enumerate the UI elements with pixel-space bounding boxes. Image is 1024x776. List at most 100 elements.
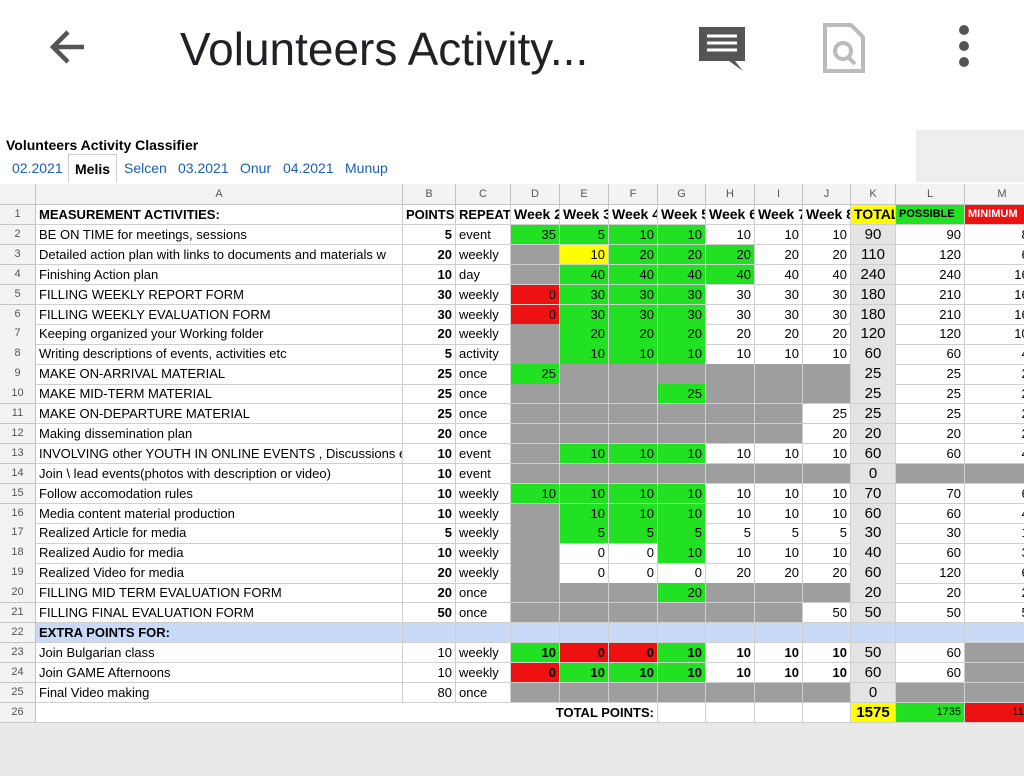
cell[interactable]: 5 xyxy=(609,523,658,544)
empty-cell[interactable] xyxy=(965,463,1024,485)
cell[interactable]: once xyxy=(456,364,511,385)
cell[interactable]: 10 xyxy=(803,662,851,684)
cell[interactable]: 10 xyxy=(803,543,851,564)
cell[interactable]: 20 xyxy=(965,583,1024,604)
cell[interactable]: weekly xyxy=(456,503,511,524)
empty-cell[interactable] xyxy=(511,404,560,425)
cell[interactable]: 5 xyxy=(560,523,609,544)
empty-cell[interactable] xyxy=(755,682,803,703)
cell[interactable]: Detailed action plan with links to docum… xyxy=(36,244,403,266)
empty-cell[interactable] xyxy=(658,603,706,624)
empty-cell[interactable] xyxy=(965,622,1024,644)
empty-cell[interactable] xyxy=(706,702,755,723)
empty-cell[interactable] xyxy=(609,404,658,425)
empty-cell[interactable] xyxy=(560,423,609,445)
cell[interactable]: 20 xyxy=(658,244,706,266)
cell[interactable]: 10 xyxy=(609,503,658,524)
cell[interactable]: MEASUREMENT ACTIVITIES: xyxy=(36,205,403,226)
cell[interactable]: 10 xyxy=(706,642,755,664)
cell[interactable]: 10 xyxy=(706,483,755,504)
cell[interactable]: 10 xyxy=(755,642,803,664)
cell[interactable]: 10 xyxy=(403,483,456,504)
cell[interactable]: 30 xyxy=(560,304,609,325)
cell[interactable]: FILLING WEEKLY EVALUATION FORM xyxy=(36,304,403,325)
cell[interactable]: 50 xyxy=(896,603,965,624)
cell[interactable]: 20 xyxy=(803,423,851,445)
cell[interactable]: 20 xyxy=(755,563,803,584)
cell[interactable]: 120 xyxy=(896,244,965,266)
empty-cell[interactable] xyxy=(609,682,658,703)
cell[interactable]: 10 xyxy=(560,244,609,266)
cell[interactable]: 25 xyxy=(965,364,1024,385)
cell[interactable]: 60 xyxy=(896,662,965,684)
empty-cell[interactable] xyxy=(896,463,965,485)
empty-cell[interactable] xyxy=(511,324,560,345)
cell[interactable]: 30 xyxy=(403,284,456,305)
cell[interactable]: 25 xyxy=(965,384,1024,405)
cell[interactable]: 20 xyxy=(706,324,755,345)
empty-cell[interactable] xyxy=(560,364,609,385)
cell[interactable]: 5 xyxy=(403,523,456,544)
cell[interactable]: 10 xyxy=(658,443,706,465)
empty-cell[interactable] xyxy=(965,682,1024,703)
cell[interactable]: 10 xyxy=(609,443,658,465)
cell[interactable]: FILLING MID TERM EVALUATION FORM xyxy=(36,583,403,604)
empty-cell[interactable] xyxy=(755,583,803,604)
cell[interactable]: 30 xyxy=(755,284,803,305)
cell[interactable]: 60 xyxy=(896,543,965,564)
empty-cell[interactable] xyxy=(560,622,609,644)
cell[interactable]: 10 xyxy=(658,344,706,365)
cell[interactable]: 10 xyxy=(560,503,609,524)
cell[interactable]: 10 xyxy=(803,483,851,504)
cell[interactable]: 50 xyxy=(403,603,456,624)
cell[interactable]: 10 xyxy=(803,503,851,524)
empty-cell[interactable] xyxy=(511,344,560,365)
cell[interactable]: 5 xyxy=(403,344,456,365)
cell[interactable]: MAKE ON-DEPARTURE MATERIAL xyxy=(36,404,403,425)
sheet-tab[interactable]: Melis xyxy=(68,154,118,182)
sheet-tab[interactable]: Selcen xyxy=(124,160,167,176)
cell[interactable]: 10 xyxy=(403,662,456,684)
cell[interactable]: 40 xyxy=(560,264,609,286)
cell[interactable]: Media content material production xyxy=(36,503,403,524)
empty-cell[interactable] xyxy=(755,463,803,485)
cell[interactable]: Week 7 xyxy=(755,205,803,226)
cell[interactable]: 40 xyxy=(965,344,1024,365)
cell[interactable]: 20 xyxy=(965,424,1024,445)
cell[interactable]: 10 xyxy=(803,224,851,246)
cell[interactable]: 30 xyxy=(706,284,755,305)
sheet-tab[interactable]: 03.2021 xyxy=(178,160,229,176)
empty-cell[interactable] xyxy=(560,463,609,485)
cell[interactable]: 30 xyxy=(609,304,658,325)
cell[interactable]: 20 xyxy=(896,423,965,445)
empty-cell[interactable] xyxy=(609,603,658,624)
cell[interactable]: weekly xyxy=(456,523,511,544)
empty-cell[interactable] xyxy=(609,423,658,445)
cell[interactable]: once xyxy=(456,423,511,445)
cell[interactable]: 25 xyxy=(896,384,965,405)
cell[interactable]: 30 xyxy=(803,304,851,325)
empty-cell[interactable] xyxy=(403,622,456,644)
cell[interactable]: once xyxy=(456,682,511,703)
cell[interactable]: 1735 xyxy=(896,702,965,723)
cell[interactable]: 40 xyxy=(755,264,803,286)
cell[interactable]: 10 xyxy=(706,224,755,246)
cell[interactable]: TOTAL POINTS: xyxy=(36,702,658,723)
empty-cell[interactable] xyxy=(803,702,851,723)
cell[interactable]: 10 xyxy=(609,483,658,504)
cell[interactable]: 20 xyxy=(803,244,851,266)
cell[interactable]: 10 xyxy=(755,503,803,524)
empty-cell[interactable] xyxy=(658,404,706,425)
cell[interactable]: 40 xyxy=(706,264,755,286)
empty-cell[interactable] xyxy=(511,423,560,445)
empty-cell[interactable] xyxy=(965,642,1024,664)
cell[interactable]: 120 xyxy=(896,324,965,345)
empty-cell[interactable] xyxy=(511,682,560,703)
cell[interactable]: 25 xyxy=(658,384,706,405)
cell[interactable]: weekly xyxy=(456,563,511,584)
cell[interactable]: BE ON TIME for meetings, sessions xyxy=(36,224,403,246)
cell[interactable]: 25 xyxy=(851,364,896,385)
cell[interactable]: 0 xyxy=(560,642,609,664)
empty-cell[interactable] xyxy=(896,622,965,644)
empty-cell[interactable] xyxy=(560,682,609,703)
